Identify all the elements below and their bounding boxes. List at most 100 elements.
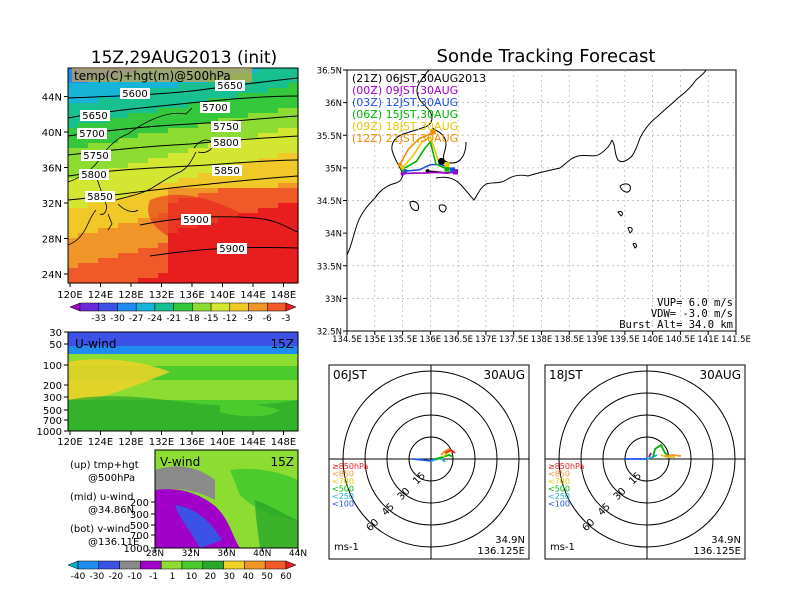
burst-annotation: Burst Alt= 34.0 km (619, 319, 733, 331)
temp-cell (158, 278, 169, 284)
temp-cell (238, 138, 249, 144)
launch-point (403, 169, 408, 174)
contour-labels: 5600 5650 5650 5700 5700 5750 5750 5800 5800 5850… (77, 80, 247, 255)
colorbar-label: -20 (108, 572, 123, 582)
contour-line (139, 216, 299, 233)
temp-cell (118, 203, 129, 209)
temp-cell (128, 208, 139, 214)
temp-cell (228, 178, 239, 184)
temp-cell (68, 173, 79, 179)
temp-cell (268, 208, 279, 214)
wind-trace (444, 448, 456, 454)
temp-cell (218, 258, 229, 264)
temp-cell (188, 113, 199, 119)
x-tick-label: 132E (149, 290, 174, 301)
temp-cell (98, 203, 109, 209)
temp-cell (218, 263, 229, 269)
temp-cell (238, 173, 249, 179)
y-tick-label: 44N (42, 93, 62, 104)
temp-cell (98, 258, 109, 264)
temp-cell (168, 118, 179, 124)
temp-cell (288, 68, 299, 74)
temp-cell (188, 98, 199, 104)
temp-cell (258, 268, 269, 274)
wind-trace (646, 454, 658, 460)
temp-cell (248, 188, 259, 194)
temp-cell (68, 213, 79, 219)
y-tick-label: 100 (43, 361, 62, 372)
temp-cell (178, 173, 189, 179)
temp-cell (128, 183, 139, 189)
temp-cell (228, 153, 239, 159)
colorbar-swatch (192, 302, 212, 312)
temp-cell (68, 223, 79, 229)
temp-cell (238, 123, 249, 129)
temp-cell (118, 198, 129, 204)
temp-cell (238, 198, 249, 204)
temp-cell (268, 133, 279, 139)
colorbar-arrow-right (285, 560, 297, 570)
temp-cell (108, 88, 119, 94)
temp-cell (158, 243, 169, 249)
temp-cell (288, 108, 299, 114)
temp-cell (88, 273, 99, 279)
temp-cell (88, 83, 99, 89)
temp-cell (238, 143, 249, 149)
temp-cell (128, 248, 139, 254)
pressure-legend: <500 (548, 485, 570, 494)
temp-cell (128, 98, 139, 104)
temp-cell (288, 163, 299, 169)
temp-cell (128, 118, 139, 124)
x-tick-label: 148E (271, 290, 296, 301)
temp-cell (148, 188, 159, 194)
temp-cell (88, 213, 99, 219)
temp-cell (178, 143, 189, 149)
temp-cell (228, 98, 239, 104)
temp-cell (148, 273, 159, 279)
temp-cell (198, 148, 209, 154)
temp-cell (198, 93, 209, 99)
temp-cell (128, 123, 139, 129)
temp-cell (228, 183, 239, 189)
temp-cell (208, 133, 219, 139)
temp-cell (258, 223, 269, 229)
temp-cell (198, 98, 209, 104)
temp-cell (258, 118, 269, 124)
temp-cell (108, 228, 119, 234)
temp-cell (248, 148, 259, 154)
temp-cell (158, 153, 169, 159)
date-label: 30AUG (699, 368, 741, 382)
temp-cell (218, 268, 229, 274)
temp-cell (128, 103, 139, 109)
temp-cell (288, 98, 299, 104)
temp-cell (128, 143, 139, 149)
temp-cell (288, 138, 299, 144)
temp-cell (198, 268, 209, 274)
v-wind-dark (255, 500, 298, 548)
temp-cell (108, 103, 119, 109)
temp-cell (178, 113, 189, 119)
temp-cell (218, 153, 229, 159)
y-tick-label: 36N (325, 99, 342, 109)
y-tick-label: 50 (49, 340, 62, 351)
temp-cell (278, 233, 289, 239)
temp-cell (288, 243, 299, 249)
x-tick-label: 140E (210, 290, 235, 301)
y-tick-label: 36.5N (317, 67, 342, 77)
temp-cell (268, 263, 279, 269)
temp-cell (118, 98, 129, 104)
temp-cell (68, 133, 79, 139)
temp-cell (68, 218, 79, 224)
temp-cell (278, 268, 289, 274)
colorbar-label: 10 (186, 572, 198, 582)
colorbar-swatch (135, 302, 156, 312)
temp-cell (288, 223, 299, 229)
temp-cell (198, 193, 209, 199)
colorbar-label: -1 (149, 572, 158, 582)
temp-cell (258, 168, 269, 174)
trajectory-legend: (21Z) 06JST,30AUG2013(00Z) 09JST,30AUG(0… (352, 72, 486, 145)
temp-cell (148, 98, 159, 104)
temp-cell (258, 228, 269, 234)
temp-cell (228, 268, 239, 274)
lon-label: 136.125E (477, 546, 525, 557)
